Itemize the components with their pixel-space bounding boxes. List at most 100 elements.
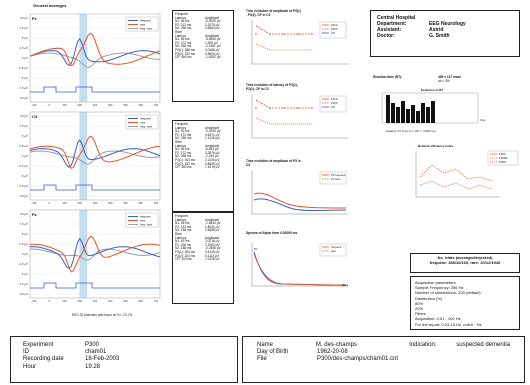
stats-label: N2: 268 ms: [175, 154, 192, 159]
rare-trace: [29, 135, 161, 169]
erp-x-tick: 500: [123, 299, 128, 303]
stats-label: N1: 92 ms: [175, 129, 190, 134]
erp-y-tick: 5 µV: [22, 232, 28, 236]
stats-label: N2: 188 ms: [175, 246, 192, 251]
name-row: Name M. des-champs Indication: suspected de…: [257, 342, 510, 349]
recording-date-value: 18-Feb-2003: [85, 356, 120, 363]
erp-x-tick: 400: [108, 201, 113, 205]
stats-value: -0.0356 µV: [205, 246, 221, 251]
chart-legend-label: CP: [331, 105, 335, 109]
frequent-trace: [29, 138, 161, 168]
erp-y-tick: 2.5 µV: [19, 46, 28, 50]
stats-row: Frequent: [175, 12, 231, 17]
stats-value: 2.0218 µV: [205, 239, 220, 244]
stats-value: 0.0466 µV: [205, 47, 220, 52]
trend-line-b: [255, 43, 312, 51]
stats-label: P3(1): 304 ms: [175, 157, 196, 162]
stats-value: 1.309 µV: [205, 40, 218, 45]
stats-value: 7.1019 µV: [205, 165, 220, 170]
erp-y-tick: 10 µV: [20, 212, 28, 216]
stats-label: Frequent: [175, 12, 188, 16]
trend-point: [269, 33, 271, 35]
stats-row: Frequent: [175, 122, 231, 127]
stats-label: N1: 96 ms: [175, 147, 190, 152]
indication-value: suspected dementia: [456, 342, 510, 348]
stats-value: Amplitude: [205, 33, 220, 38]
erp-x-tick: 500: [123, 103, 128, 107]
trend-point: [255, 107, 257, 109]
stats-value: Amplitude: [205, 143, 220, 148]
trend-point: [283, 107, 285, 109]
p3-rare-curve: [253, 192, 347, 209]
spectral-x-label: [Hz]: [342, 283, 348, 287]
stats-row: N2: 268 ms -2.044 µV: [175, 155, 231, 159]
stats-value: 2.2076 µV: [205, 22, 220, 27]
stats-value: 7.0208 µV: [205, 257, 220, 262]
stats-label: N2: 256 ms: [175, 136, 192, 141]
stats-row: N2: 188 ms -0.0356 µV: [175, 247, 231, 251]
erp-y-tick: 7.5 µV: [19, 124, 28, 128]
stats-value: Amplitude: [205, 217, 220, 222]
stats-value: -2.044 µV: [205, 154, 219, 159]
time-evolution-charts: Time evolution of amplitude of P3(1), P3…: [246, 9, 348, 287]
stats-value: 1.8031 µV: [205, 224, 220, 229]
erp-x-tick: -100: [31, 201, 37, 205]
erp-y-tick: 5 µV: [22, 36, 28, 40]
dob-label: Day of Birth: [257, 349, 289, 356]
reaction-charts: Evolution of RT Freq Negative: RT errors (…: [381, 88, 519, 198]
assistant-value: Astrid: [429, 27, 444, 33]
erp-y-tick: -10 µV: [19, 96, 28, 100]
erp-x-tick: -100: [31, 103, 37, 107]
erp-x-tick: 400: [108, 103, 113, 107]
stats-box-pz: Frequent Latency Amplitude N1: 96 ms -2.4834…: [172, 212, 234, 304]
stats-row: N1: 96 ms -5.2625 µV: [175, 20, 231, 24]
doctor-label: Doctor:: [377, 33, 395, 39]
recording-date-label: Recording date: [23, 356, 64, 363]
acquisition-box: Acquisition parameters Sample Frequency: …: [410, 276, 520, 330]
acquisition-line: For the report: 0.03-15 Hz, notch - Hz: [415, 321, 482, 327]
stats-row: N1: 92 ms 2.0218 µV: [175, 240, 231, 244]
acquisition-line: Distribution (%): [415, 295, 443, 301]
stats-label: Latency: [175, 33, 187, 38]
stats-label: P2: 172 ms: [175, 150, 192, 155]
hour-label: Hour: [23, 363, 37, 370]
stats-label: Latency: [175, 217, 187, 222]
trend-series-a: [419, 164, 493, 182]
erp-x-tick: 100: [62, 201, 67, 205]
erp-y-tick: -5 µV: [21, 76, 28, 80]
erp-x-tick: 200: [78, 299, 83, 303]
erp-legend-label: rare: [140, 219, 146, 223]
stats-row: N1: 96 ms -6.263 µV: [175, 148, 231, 152]
assistant-row: Assistant: Astrid: [377, 27, 513, 33]
trend-legend: [487, 150, 519, 166]
stats-row: CP: 460 ms -1.6252 µV: [175, 56, 231, 60]
trend-point: [283, 33, 285, 35]
hour-value: 19:28: [85, 363, 101, 370]
erp-y-tick: 7.5 µV: [19, 26, 28, 30]
histogram-bar: [426, 107, 430, 123]
id-value: cham01: [85, 349, 107, 356]
department-value: EEG Neurology: [429, 21, 466, 27]
spectrum-rare-curve: [253, 253, 347, 286]
trend-title: Network efficiency index: [418, 144, 454, 148]
trend-line-a: [255, 25, 312, 35]
erp-y-tick: -7.5 µV: [18, 282, 28, 286]
chart-title-cont: C3: [246, 163, 250, 167]
stats-value: 2.2876 µV: [205, 150, 220, 155]
reaction-time-title: Reaction time (RT):: [373, 75, 403, 79]
stats-row: P3(2): 332 ms 2.8509 µV: [175, 161, 231, 167]
hour-row: Hour 19:28: [23, 364, 225, 371]
stats-label: N1: 96 ms: [175, 37, 190, 42]
erp-y-tick: 0 µV: [22, 56, 28, 60]
erp-y-tick: 7.5 µV: [19, 222, 28, 226]
erp-x-tick: 200: [78, 103, 83, 107]
histogram-bar: [411, 105, 415, 123]
chart-legend-label: P3 frequent: [331, 173, 346, 177]
stats-row: N2: 256 ms 1.1226 µV: [175, 137, 231, 141]
chart-legend: [319, 95, 347, 113]
erp-channel-label: C3: [32, 114, 38, 119]
stats-row: Rare: [175, 140, 231, 145]
trials-values: frequent: 158/10/160, rare: 20/12/1940: [429, 259, 501, 265]
stats-label: P3(2): 332 ms: [175, 161, 196, 166]
stats-label: Frequent: [175, 214, 188, 218]
